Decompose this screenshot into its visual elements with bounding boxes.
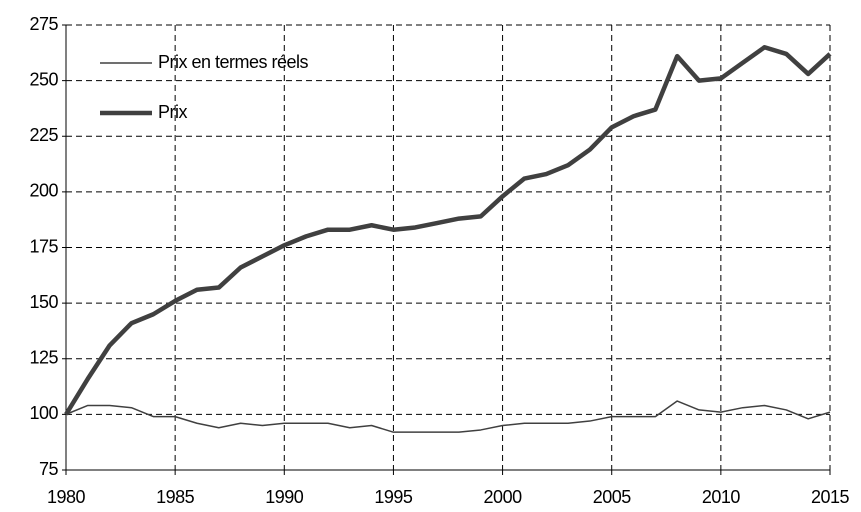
x-tick-label: 1990 bbox=[265, 487, 304, 507]
y-tick-label: 75 bbox=[39, 459, 59, 479]
x-tick-label: 2000 bbox=[484, 487, 523, 507]
x-tick-label: 1980 bbox=[47, 487, 86, 507]
data-line bbox=[65, 400, 831, 433]
y-tick-label: 125 bbox=[29, 348, 58, 368]
x-tick-label: 1995 bbox=[374, 487, 413, 507]
y-tick-label: 250 bbox=[29, 69, 58, 89]
y-tick-label: 100 bbox=[29, 403, 58, 423]
data-line bbox=[64, 45, 832, 416]
y-tick-label: 200 bbox=[29, 181, 58, 201]
x-tick-label: 1985 bbox=[156, 487, 195, 507]
legend-label: Prix bbox=[158, 102, 187, 122]
legend-label: Prix en termes réels bbox=[158, 52, 309, 72]
y-tick-label: 275 bbox=[29, 14, 58, 34]
x-tick-label: 2015 bbox=[811, 487, 850, 507]
x-tick-label: 2010 bbox=[702, 487, 741, 507]
x-tick-label: 2005 bbox=[593, 487, 632, 507]
y-tick-label: 225 bbox=[29, 125, 58, 145]
y-tick-label: 150 bbox=[29, 292, 58, 312]
y-tick-label: 175 bbox=[29, 236, 58, 256]
